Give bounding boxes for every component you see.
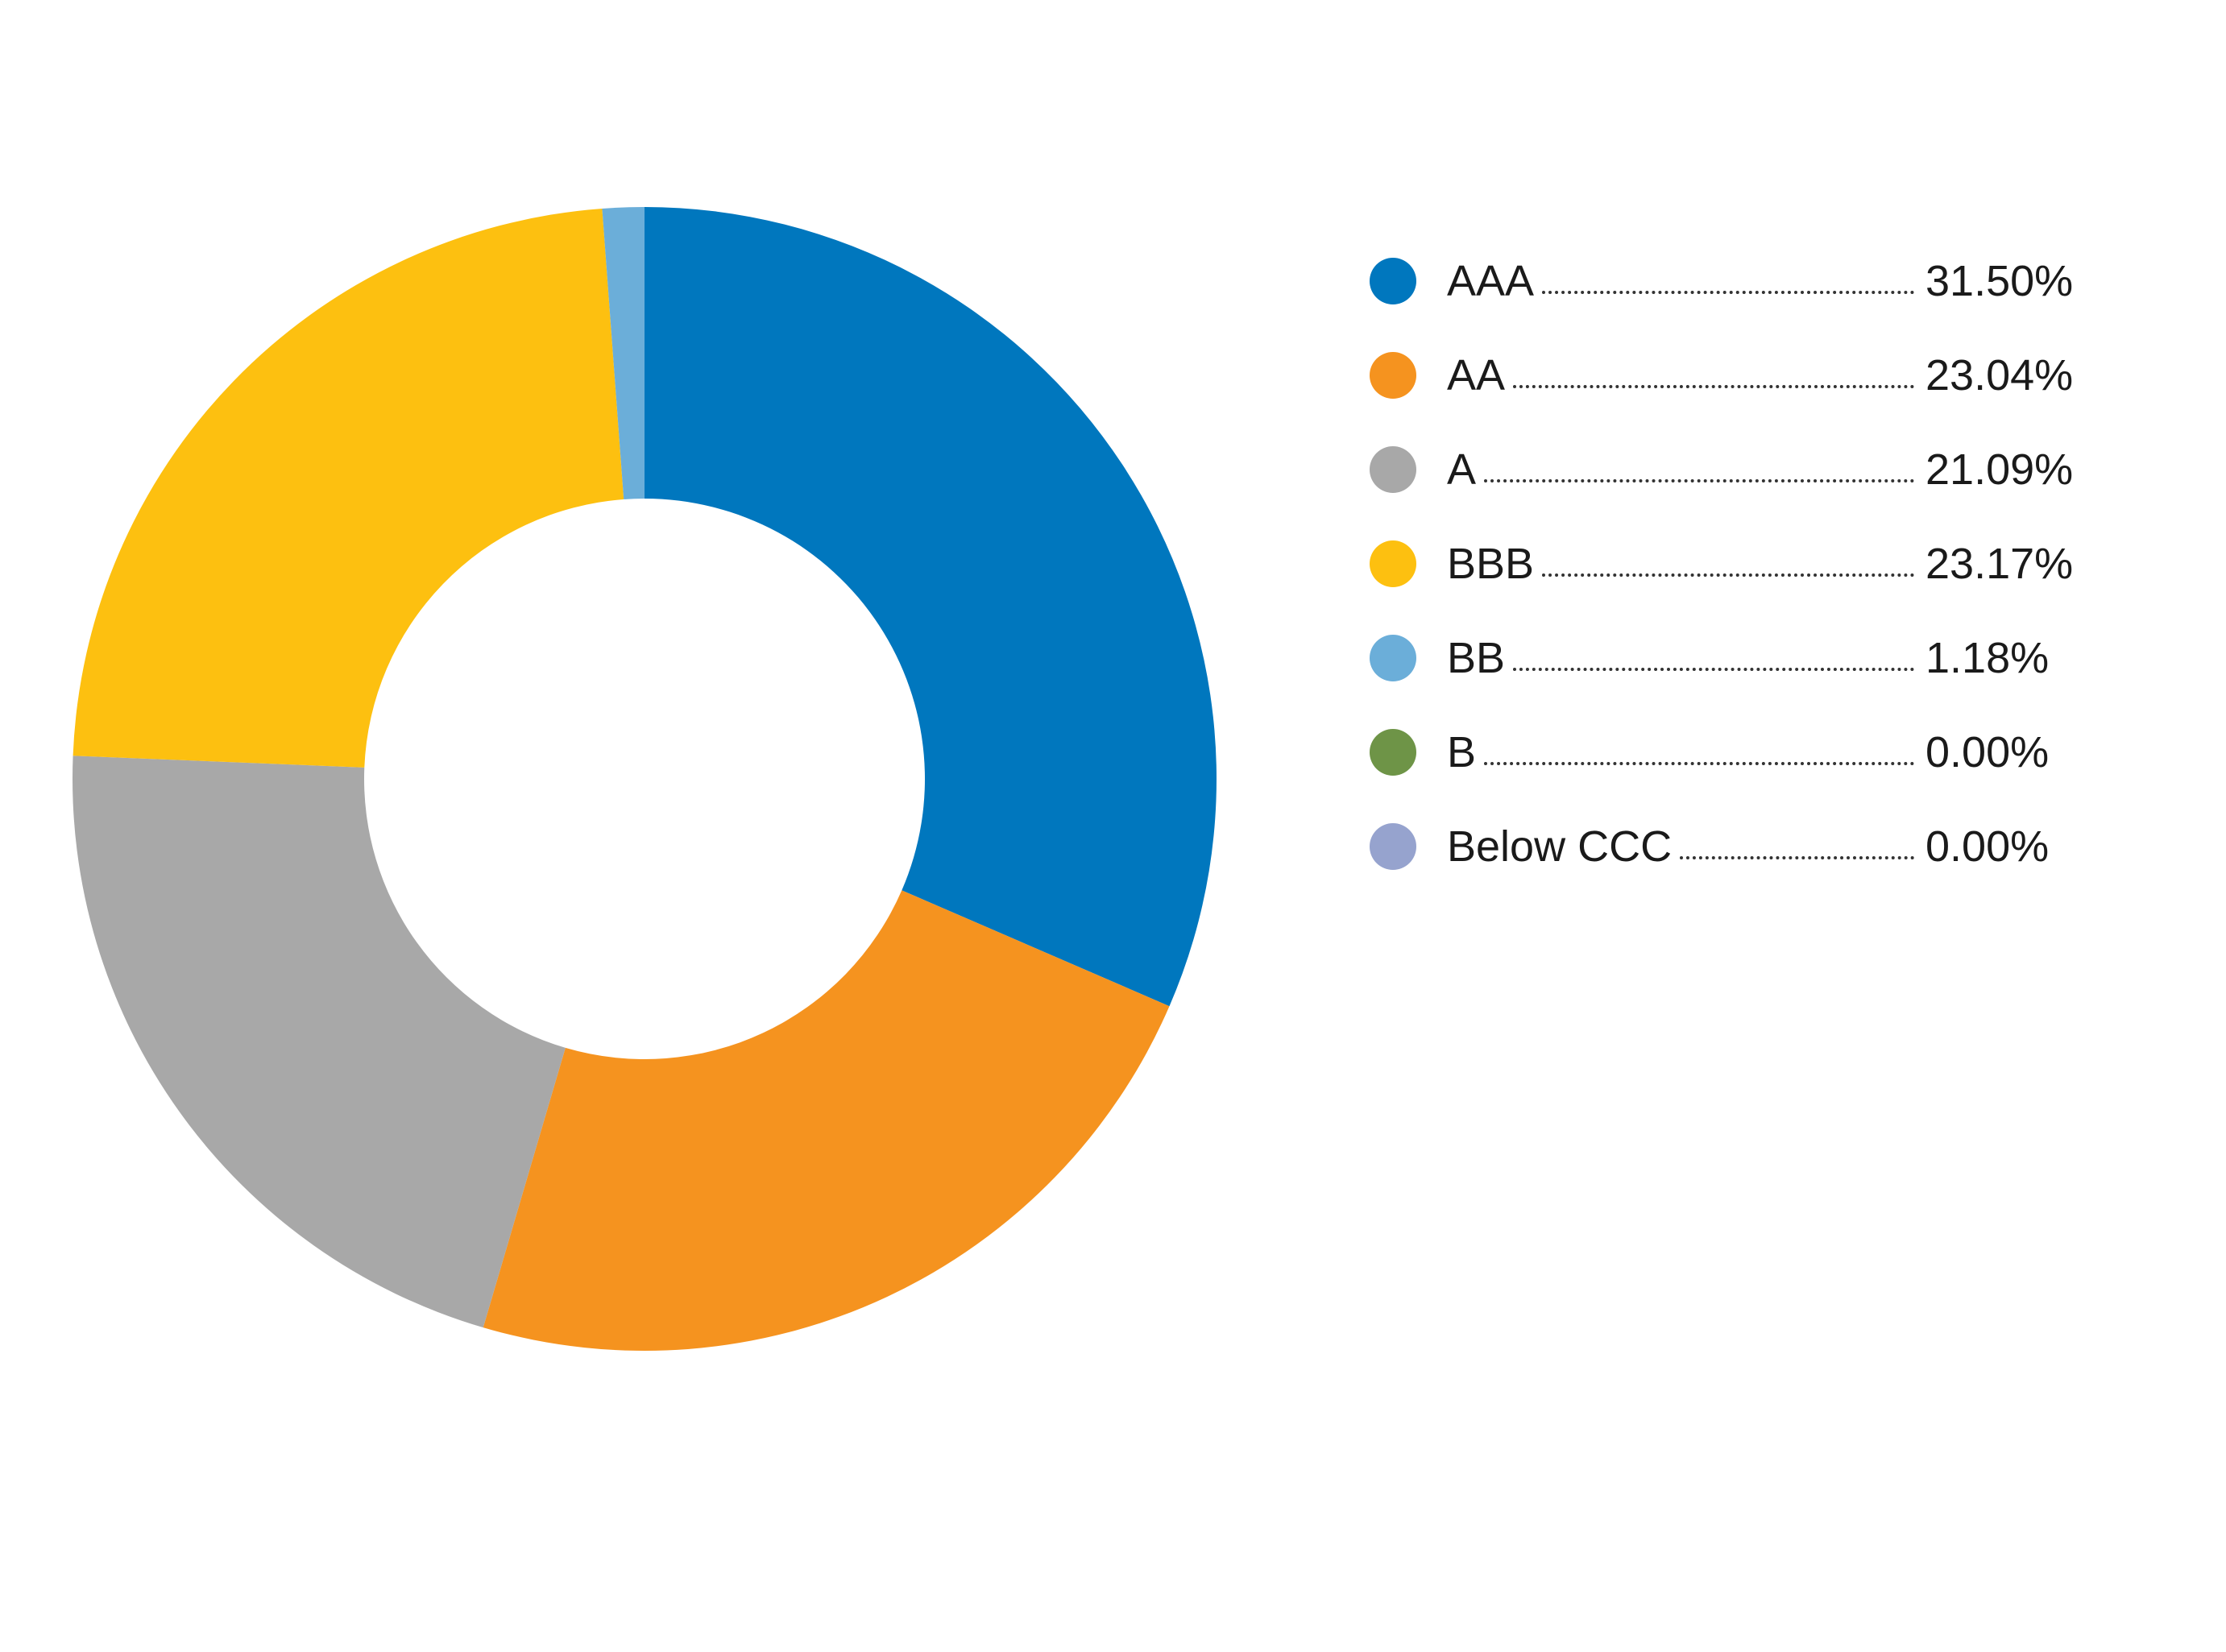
- legend-value: 23.04%: [1925, 350, 2074, 400]
- legend-dot-leader: [1484, 761, 1914, 765]
- legend-item-aa: AA 23.04%: [1370, 328, 2095, 422]
- legend-label: Below CCC: [1447, 822, 1673, 871]
- legend-dot-leader: [1484, 478, 1914, 482]
- legend-dot-leader: [1680, 855, 1914, 859]
- donut-slice-bbb: [73, 208, 624, 768]
- legend-swatch: [1370, 540, 1416, 587]
- legend-swatch: [1370, 445, 1416, 493]
- legend-item-bbb: BBB 23.17%: [1370, 516, 2095, 611]
- legend-value: 0.00%: [1925, 822, 2050, 871]
- legend-label: BBB: [1447, 539, 1535, 588]
- legend-dot-leader: [1513, 667, 1914, 671]
- donut-slice-a: [72, 756, 566, 1328]
- legend-label: BB: [1447, 633, 1506, 682]
- legend-value: 31.50%: [1925, 256, 2074, 305]
- legend-dot-leader: [1542, 290, 1914, 294]
- legend-label: AA: [1447, 350, 1506, 400]
- legend-item-bb: BB 1.18%: [1370, 611, 2095, 705]
- legend-item-a: A 21.09%: [1370, 422, 2095, 516]
- legend-value: 21.09%: [1925, 445, 2074, 494]
- legend-item-below-ccc: Below CCC 0.00%: [1370, 799, 2095, 893]
- legend-swatch: [1370, 634, 1416, 681]
- legend-label: A: [1447, 445, 1477, 494]
- legend-item-b: B 0.00%: [1370, 705, 2095, 799]
- legend-label: AAA: [1447, 256, 1535, 305]
- donut-slice-aaa: [645, 207, 1217, 1007]
- legend-swatch: [1370, 728, 1416, 776]
- legend-dot-leader: [1542, 573, 1914, 577]
- legend-swatch: [1370, 822, 1416, 870]
- legend-label: B: [1447, 727, 1477, 776]
- legend-value: 23.17%: [1925, 539, 2074, 588]
- legend-item-aaa: AAA 31.50%: [1370, 234, 2095, 328]
- legend-swatch: [1370, 351, 1416, 399]
- legend-dot-leader: [1513, 384, 1914, 388]
- legend-value: 0.00%: [1925, 727, 2050, 776]
- legend-swatch: [1370, 257, 1416, 304]
- donut-slice-aa: [483, 890, 1170, 1351]
- chart-legend: AAA 31.50% AA 23.04% A 21.09% BBB 23.17% BB 1.18%…: [1370, 234, 2095, 893]
- donut-slice-bb: [602, 207, 645, 499]
- legend-value: 1.18%: [1925, 633, 2050, 682]
- donut-chart: [72, 207, 1217, 1351]
